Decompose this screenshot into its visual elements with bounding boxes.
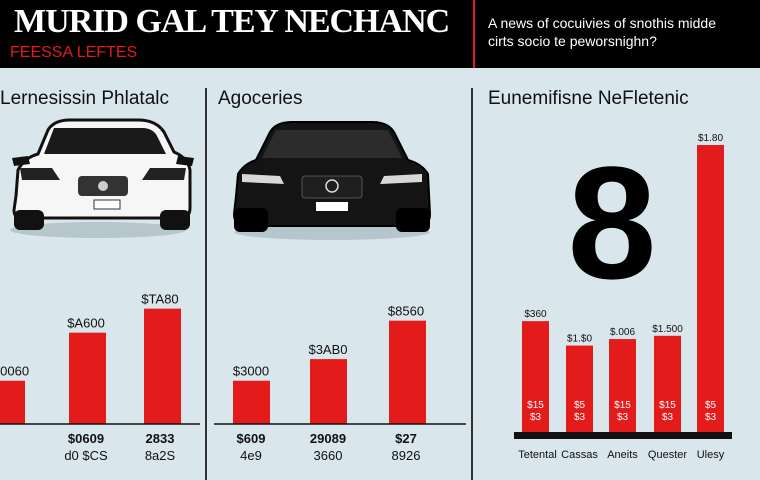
bar-value-label: $8560: [388, 304, 424, 319]
category-label: Quester: [648, 449, 687, 461]
panel-divider-right: [471, 88, 473, 480]
x-axis-baseline: [514, 432, 732, 439]
category-label: 4e9: [240, 448, 262, 463]
bar: [0, 380, 25, 424]
header-note-line: cirts socio te peworsnighn?: [488, 33, 657, 49]
bar: [654, 335, 681, 432]
category-label: $27: [395, 431, 417, 446]
bar-value-label: $1.500: [652, 324, 683, 335]
bar: [389, 320, 426, 424]
header-divider: [473, 0, 475, 68]
panel-2-title: Agoceries: [218, 88, 303, 109]
bar-inner-label: $3: [530, 412, 542, 423]
category-label: $0609: [68, 431, 104, 446]
category-label: d0 $CS: [64, 448, 108, 463]
bar-charts: $0060 $A600 $0609 d0 $CS $TA80 2833 8a2S $3000 $…: [0, 133, 732, 463]
bar-inner-label: $15: [527, 400, 544, 411]
category-label: 29089: [310, 431, 346, 446]
category-label: 2833: [146, 431, 175, 446]
bar-value-label: $TA80: [141, 292, 178, 307]
category-label: 3660: [314, 448, 343, 463]
category-label: $609: [237, 431, 266, 446]
bar-value-label: $360: [524, 309, 547, 320]
bar-inner-label: $3: [617, 412, 629, 423]
bar: [144, 308, 181, 424]
big-number: 8: [568, 133, 657, 312]
bar-inner-label: $5: [574, 400, 586, 411]
header-note: A news of cocuivies of snothis midde cir…: [488, 14, 756, 50]
bar: [697, 145, 724, 433]
bar: [69, 332, 106, 424]
bar-value-label: $A600: [67, 316, 105, 331]
bar-value-label: $.006: [610, 327, 635, 338]
panel-3-title: Eunemifisne NeFletenic: [488, 88, 689, 109]
bar: [566, 345, 593, 432]
category-label: Tetental: [518, 449, 557, 461]
bar-inner-label: $15: [614, 400, 631, 411]
bar-value-label: $1.$0: [567, 334, 592, 345]
header-note-line: A news of cocuivies of snothis midde: [488, 15, 717, 31]
hatchback-car-icon: [10, 118, 194, 238]
category-label: Aneits: [607, 449, 638, 461]
category-label: Ulesy: [697, 449, 725, 461]
page-subtitle: FEESSA LEFTES: [10, 44, 138, 61]
panel-divider-left: [205, 88, 207, 480]
bar-value-label: $3000: [233, 364, 269, 379]
category-label: 8926: [392, 448, 421, 463]
bar-inner-label: $5: [705, 400, 717, 411]
category-label: 8a2S: [145, 448, 176, 463]
page-title: MURID GAL TEY NECHANC: [14, 3, 450, 40]
category-label: Cassas: [561, 449, 598, 461]
bar-inner-label: $3: [662, 412, 674, 423]
bar: [522, 321, 549, 432]
bar-inner-label: $15: [659, 400, 676, 411]
bar-value-label: $1.80: [698, 133, 723, 144]
bar: [310, 359, 347, 424]
panel-1-title: Lernesissin Phlatalc: [0, 88, 169, 109]
bar-value-label: $3AB0: [308, 342, 347, 357]
suv-car-icon: [232, 121, 432, 240]
bar-inner-label: $3: [574, 412, 586, 423]
header-banner: MURID GAL TEY NECHANC FEESSA LEFTES A ne…: [0, 0, 760, 68]
bar-inner-label: $3: [705, 412, 717, 423]
bar-value-label: $0060: [0, 364, 29, 379]
bar: [609, 339, 636, 432]
bar: [233, 380, 270, 424]
